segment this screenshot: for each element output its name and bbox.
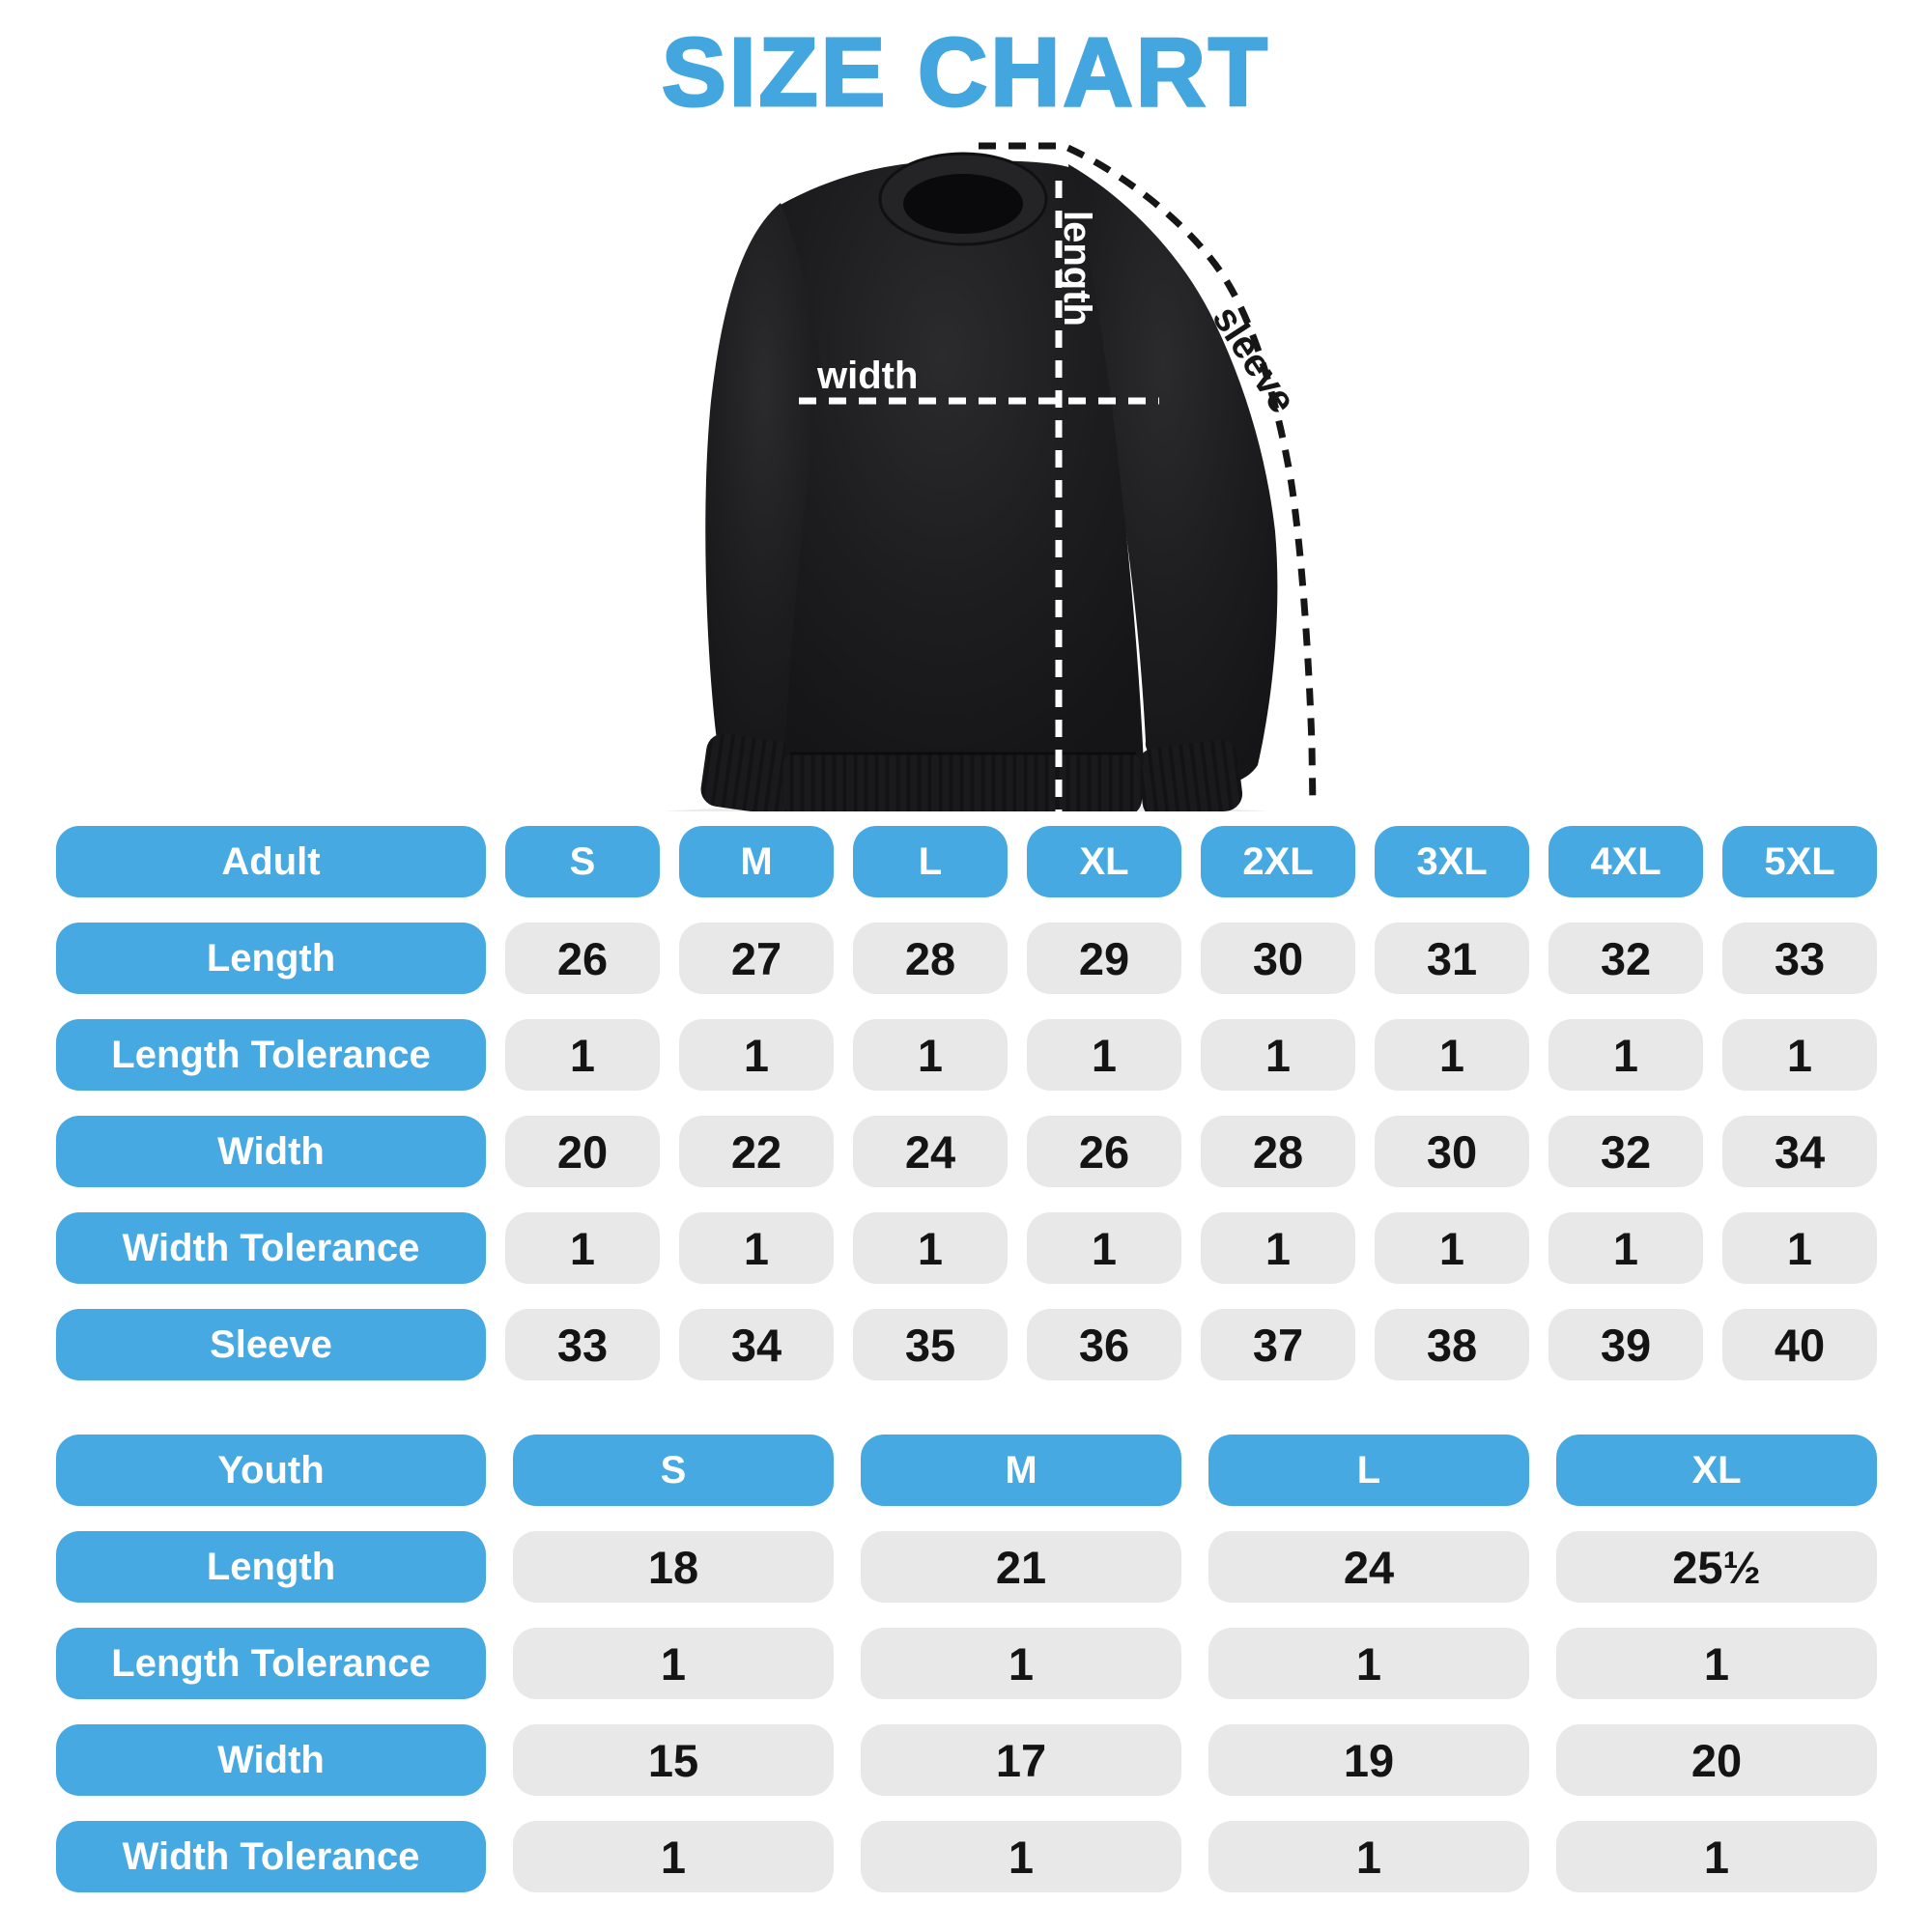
sweatshirt-diagram-svg: width length sleeve [642,142,1317,826]
adult-header-size-pill: M [679,826,834,897]
row-label-pill: Width Tolerance [56,1212,486,1284]
value-cell: 1 [1556,1821,1877,1892]
youth-header-size-pill: S [513,1435,834,1506]
youth-header-label-pill: Youth [56,1435,486,1506]
row-label-pill: Sleeve [56,1309,486,1380]
row-label-pill: Width [56,1116,486,1187]
value-cell: 1 [853,1019,1008,1091]
value-cell: 32 [1548,1116,1703,1187]
adult-header-label-pill: Adult [56,826,486,897]
value-cell: 38 [1375,1309,1529,1380]
page-title: SIZE CHART [661,17,1270,128]
value-cell: 30 [1375,1116,1529,1187]
value-cell: 1 [1208,1628,1529,1699]
value-cell: 15 [513,1724,834,1796]
width-measure-label: width [816,355,918,397]
adult-size-table: Adult S M L XL 2XL 3XL 4XL 5XL Length 26… [56,826,1877,1380]
sleeve-measure-line [979,142,1317,809]
row-label-pill: Length Tolerance [56,1019,486,1091]
value-cell: 1 [1722,1019,1877,1091]
adult-header-size-pill: XL [1027,826,1181,897]
value-cell: 1 [513,1821,834,1892]
value-cell: 26 [1027,1116,1181,1187]
value-cell: 31 [1375,923,1529,994]
value-cell: 1 [1201,1212,1355,1284]
value-cell: 18 [513,1531,834,1603]
value-cell: 28 [853,923,1008,994]
value-cell: 22 [679,1116,834,1187]
value-cell: 1 [1556,1628,1877,1699]
value-cell: 1 [679,1019,834,1091]
value-cell: 36 [1027,1309,1181,1380]
value-cell: 1 [861,1628,1181,1699]
youth-header-size-pill: L [1208,1435,1529,1506]
adult-header-size-pill: 2XL [1201,826,1355,897]
youth-size-table: Youth S M L XL Length 18 21 24 25½ Lengt… [56,1435,1877,1892]
value-cell: 17 [861,1724,1181,1796]
value-cell: 1 [1027,1019,1181,1091]
value-cell: 1 [505,1212,660,1284]
value-cell: 33 [505,1309,660,1380]
value-cell: 20 [505,1116,660,1187]
value-cell: 37 [1201,1309,1355,1380]
sweatshirt-right-sleeve [1068,164,1278,787]
value-cell: 1 [1208,1821,1529,1892]
value-cell: 24 [853,1116,1008,1187]
adult-header-size-pill: 4XL [1548,826,1703,897]
value-cell: 40 [1722,1309,1877,1380]
adult-header-size-pill: 3XL [1375,826,1529,897]
value-cell: 21 [861,1531,1181,1603]
value-cell: 30 [1201,923,1355,994]
value-cell: 1 [861,1821,1181,1892]
value-cell: 1 [1375,1212,1529,1284]
adult-header-size-pill: L [853,826,1008,897]
value-cell: 1 [1722,1212,1877,1284]
value-cell: 25½ [1556,1531,1877,1603]
sweatshirt-body [781,160,1144,765]
row-label-pill: Width [56,1724,486,1796]
value-cell: 27 [679,923,834,994]
adult-header-size-pill: S [505,826,660,897]
value-cell: 39 [1548,1309,1703,1380]
youth-header-size-pill: XL [1556,1435,1877,1506]
sweatshirt-diagram: width length sleeve [531,126,1401,826]
value-cell: 1 [679,1212,834,1284]
value-cell: 1 [513,1628,834,1699]
youth-header-size-pill: M [861,1435,1181,1506]
length-measure-label: length [1056,211,1098,327]
value-cell: 35 [853,1309,1008,1380]
value-cell: 1 [1027,1212,1181,1284]
right-cuff [1137,739,1243,820]
value-cell: 28 [1201,1116,1355,1187]
value-cell: 24 [1208,1531,1529,1603]
value-cell: 33 [1722,923,1877,994]
row-label-pill: Length [56,1531,486,1603]
row-label-pill: Length Tolerance [56,1628,486,1699]
value-cell: 1 [853,1212,1008,1284]
collar [878,152,1048,246]
value-cell: 29 [1027,923,1181,994]
value-cell: 20 [1556,1724,1877,1796]
value-cell: 1 [1548,1212,1703,1284]
value-cell: 26 [505,923,660,994]
value-cell: 19 [1208,1724,1529,1796]
value-cell: 1 [1375,1019,1529,1091]
value-cell: 1 [505,1019,660,1091]
adult-header-size-pill: 5XL [1722,826,1877,897]
row-label-pill: Length [56,923,486,994]
value-cell: 1 [1548,1019,1703,1091]
left-cuff [700,733,807,816]
hem-band [782,752,1142,815]
row-label-pill: Width Tolerance [56,1821,486,1892]
value-cell: 34 [679,1309,834,1380]
value-cell: 32 [1548,923,1703,994]
value-cell: 34 [1722,1116,1877,1187]
value-cell: 1 [1201,1019,1355,1091]
